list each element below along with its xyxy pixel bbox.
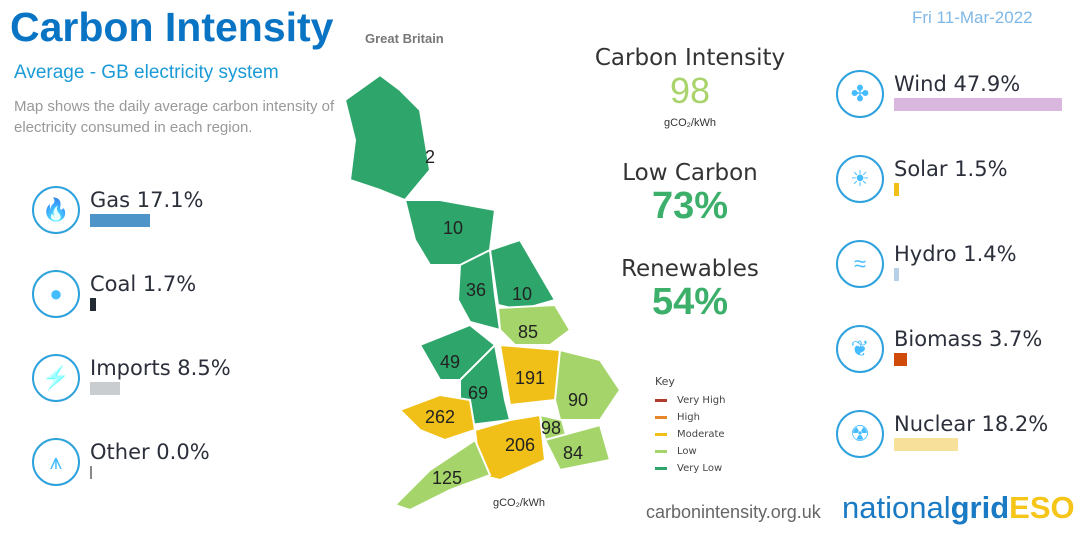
map-region[interactable] [343,73,432,202]
sun-icon: ☀ [836,155,884,203]
fuel-label: Solar 1.5% [894,157,1008,181]
region-value: 125 [432,468,462,488]
region-value: 98 [541,418,561,438]
key-item: Very High [655,392,725,409]
region-value: 36 [466,280,486,300]
fuel-share-bar [894,183,900,196]
fuel-label: Other 0.0% [90,440,210,464]
renewables-title: Renewables [621,256,759,282]
fuel-share-bar [90,214,150,227]
fuel-label: Hydro 1.4% [894,242,1017,266]
flame-icon: 🔥 [32,186,80,234]
fuel-label: Nuclear 18.2% [894,412,1049,436]
ci-unit: gCO₂/kWh [664,117,716,129]
map-region[interactable] [496,303,572,346]
low-carbon-title: Low Carbon [622,160,758,186]
national-grid-eso-logo: nationalgridESO [842,490,1075,526]
region-value: 84 [563,443,583,463]
fuel-share-bar [90,298,96,311]
fuel-share-bar [894,268,899,281]
lightning-icon: ⚡ [32,354,80,402]
region-label: Great Britain [365,31,444,46]
wind-turbine-icon: ✤ [836,70,884,118]
key-swatch [655,416,667,419]
region-value: 90 [568,390,588,410]
key-label: Low [677,446,697,457]
key-item: High [655,409,725,426]
fuel-label: Imports 8.5% [90,356,231,380]
map-unit: gCO₂/kWh [493,497,545,509]
key-swatch [655,399,667,402]
region-value: 2 [425,147,435,167]
region-value: 262 [425,407,455,427]
region-value: 85 [518,322,538,342]
key-swatch [655,433,667,436]
low-carbon-value: 73% [651,185,729,227]
key-label: High [677,412,700,423]
subtitle: Average - GB electricity system [14,62,279,83]
fuel-share-bar [894,98,1062,111]
description: Map shows the daily average carbon inten… [14,98,335,136]
fuel-share-bar [90,382,120,395]
logo-part: ESO [1009,490,1075,525]
key-label: Very Low [677,463,723,474]
fuel-share-bar [894,353,907,366]
logo-part: national [842,490,951,525]
region-value: 191 [515,368,545,388]
key-label: Moderate [677,429,725,440]
logo-part: grid [950,490,1010,525]
coal-icon: ● [32,270,80,318]
map-region[interactable] [553,348,622,421]
key-swatch [655,450,667,453]
ci-value: 98 [669,70,711,111]
date-label: Fri 11-Mar-2022 [912,8,1033,27]
key-title: Key [655,375,675,388]
region-value: 69 [468,383,488,403]
fuel-label: Gas 17.1% [90,188,204,212]
fuel-label: Biomass 3.7% [894,327,1043,351]
region-value: 10 [512,284,532,304]
fuel-label: Wind 47.9% [894,72,1021,96]
key-label: Very High [677,395,726,406]
region-value: 49 [440,352,460,372]
page-title: Carbon Intensity [10,4,334,50]
key-swatch [655,467,667,470]
region-value: 10 [443,218,463,238]
map-region[interactable] [543,423,612,472]
key-item: Very Low [655,460,725,477]
site-link[interactable]: carbonintensity.org.uk [646,502,821,522]
renewables-value: 54% [651,281,729,323]
map-region[interactable] [393,438,492,512]
fuel-share-bar [894,438,958,451]
ci-title: Carbon Intensity [594,45,786,71]
pylon-icon: ⩚ [32,438,80,486]
waves-icon: ≈ [836,240,884,288]
key-item: Low [655,443,725,460]
region-value: 206 [505,435,535,455]
key-item: Moderate [655,426,725,443]
leaf-icon: ❦ [836,325,884,373]
fuel-share-bar [90,466,92,479]
fuel-label: Coal 1.7% [90,272,197,296]
map-key: Key Very High High Moderate Low Very Low [655,375,725,477]
radiation-icon: ☢ [836,410,884,458]
